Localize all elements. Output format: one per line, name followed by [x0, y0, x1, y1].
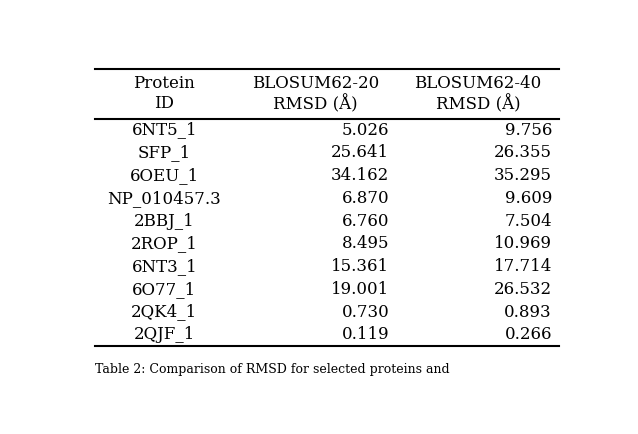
Text: 5.026: 5.026 [342, 122, 389, 138]
Text: NP_010457.3: NP_010457.3 [107, 190, 221, 207]
Text: 15.361: 15.361 [331, 258, 389, 275]
Text: 0.266: 0.266 [505, 326, 552, 343]
Text: 26.532: 26.532 [494, 281, 552, 298]
Text: 0.119: 0.119 [342, 326, 389, 343]
Text: 26.355: 26.355 [494, 145, 552, 161]
Text: 2QJF_1: 2QJF_1 [133, 326, 195, 343]
Text: 19.001: 19.001 [331, 281, 389, 298]
Text: BLOSUM62-20
RMSD (Å): BLOSUM62-20 RMSD (Å) [252, 75, 379, 113]
Text: 6NT5_1: 6NT5_1 [131, 122, 197, 138]
Text: 8.495: 8.495 [342, 235, 389, 252]
Text: 2ROP_1: 2ROP_1 [131, 235, 198, 252]
Text: 6O77_1: 6O77_1 [132, 281, 197, 298]
Text: 0.893: 0.893 [504, 303, 552, 321]
Text: 6.760: 6.760 [342, 213, 389, 230]
Text: 35.295: 35.295 [494, 167, 552, 184]
Text: 0.730: 0.730 [341, 303, 389, 321]
Text: 9.609: 9.609 [505, 190, 552, 207]
Text: 6.870: 6.870 [342, 190, 389, 207]
Text: 2BBJ_1: 2BBJ_1 [134, 213, 195, 230]
Text: 17.714: 17.714 [494, 258, 552, 275]
Text: 34.162: 34.162 [331, 167, 389, 184]
Text: 10.969: 10.969 [494, 235, 552, 252]
Text: BLOSUM62-40
RMSD (Å): BLOSUM62-40 RMSD (Å) [415, 75, 542, 113]
Text: 7.504: 7.504 [504, 213, 552, 230]
Text: 25.641: 25.641 [331, 145, 389, 161]
Text: 9.756: 9.756 [505, 122, 552, 138]
Text: 6NT3_1: 6NT3_1 [131, 258, 197, 275]
Text: Table 2: Comparison of RMSD for selected proteins and: Table 2: Comparison of RMSD for selected… [94, 363, 449, 376]
Text: 2QK4_1: 2QK4_1 [131, 303, 197, 321]
Text: SFP_1: SFP_1 [138, 145, 191, 161]
Text: 6OEU_1: 6OEU_1 [130, 167, 199, 184]
Text: Protein
ID: Protein ID [133, 76, 195, 112]
